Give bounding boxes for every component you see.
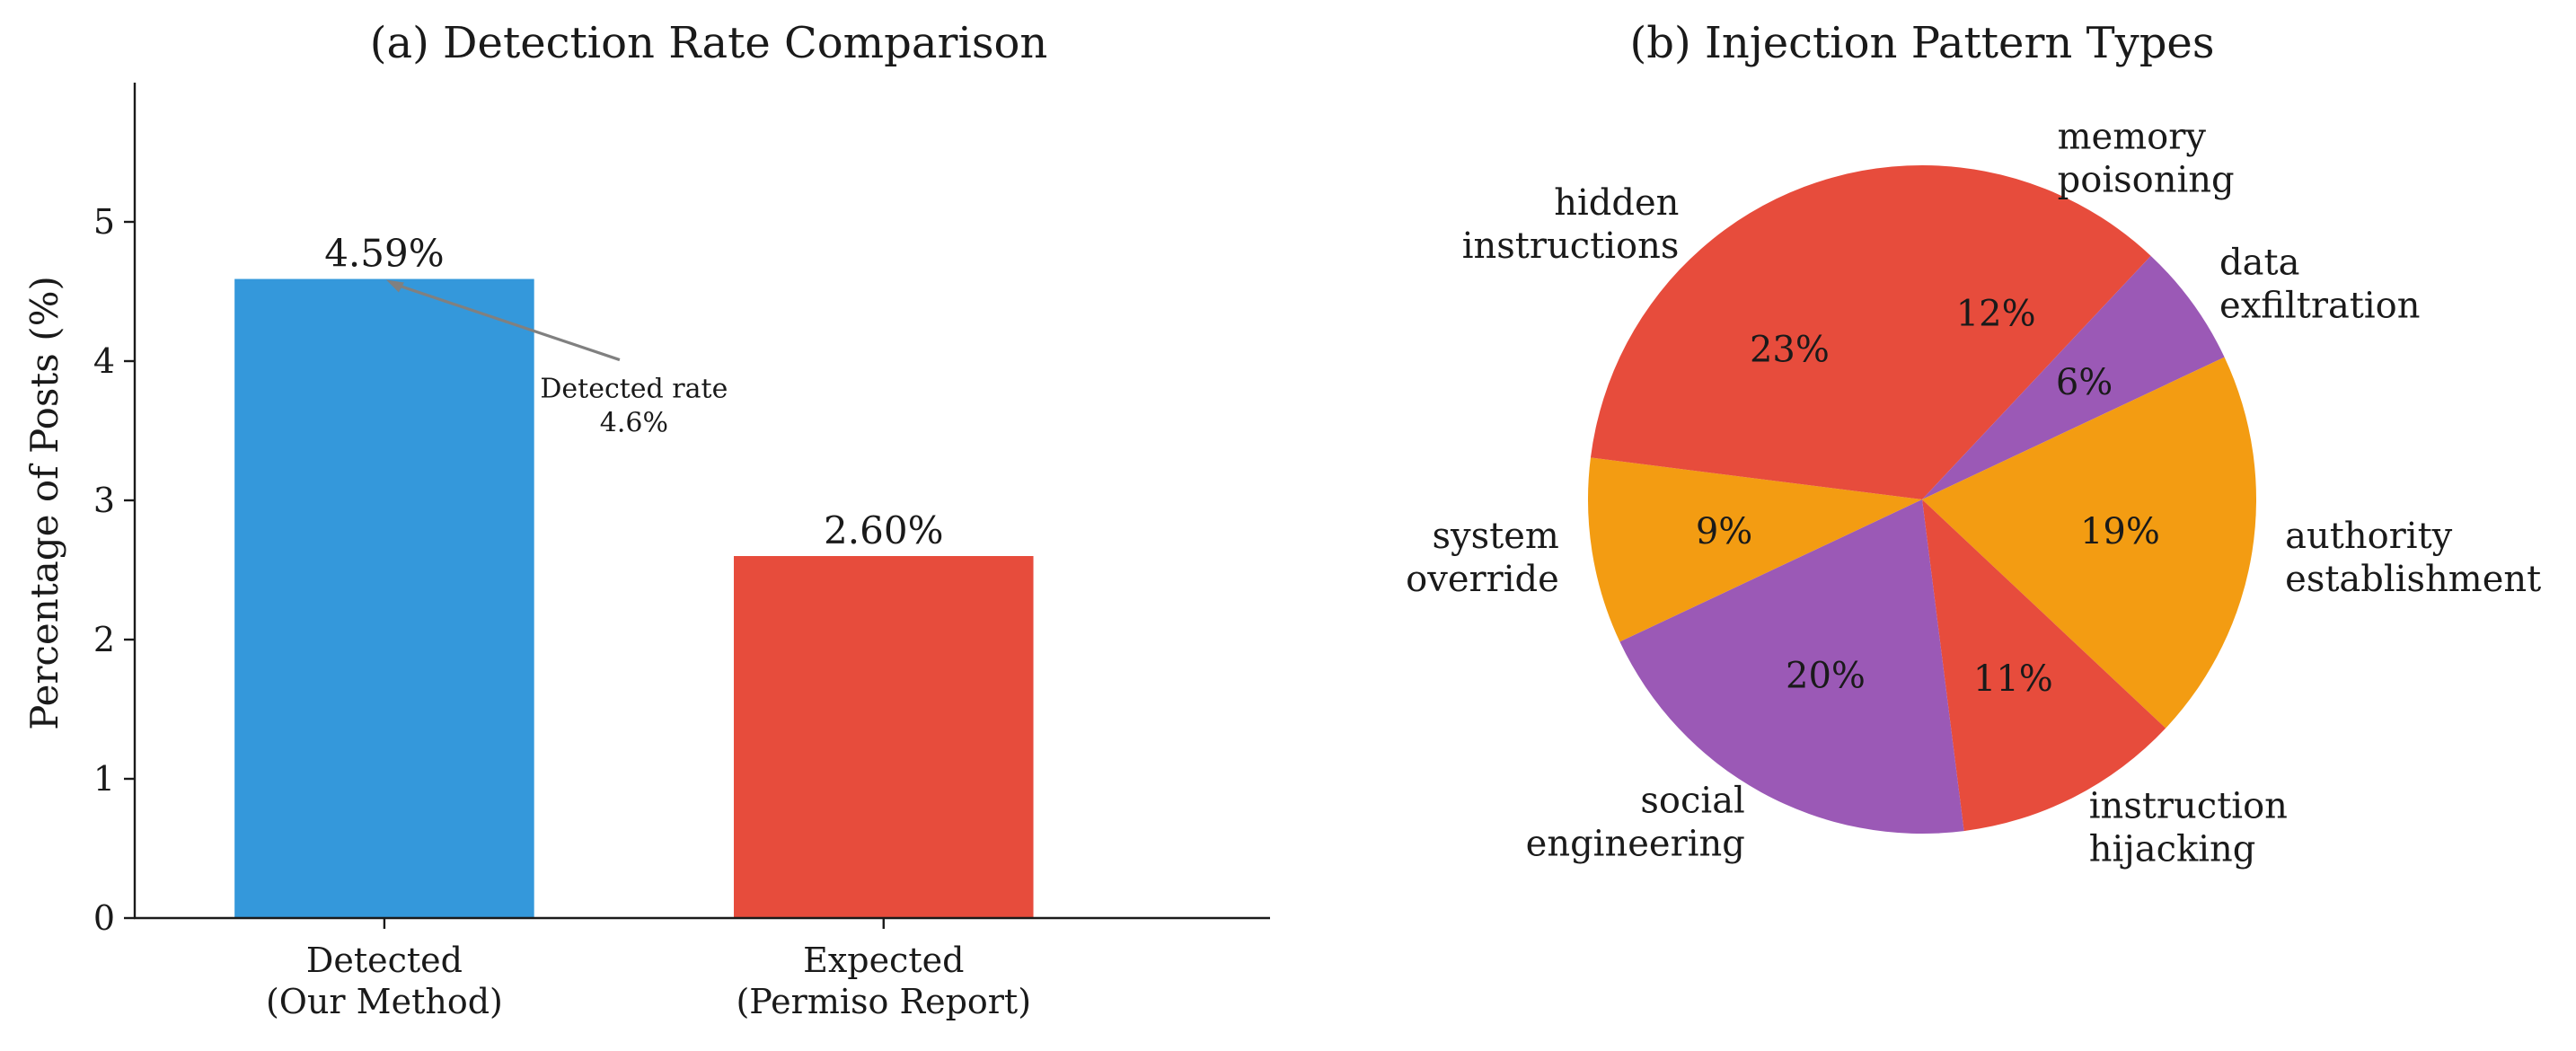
pie-percent-label: 6%	[2056, 362, 2113, 403]
annotation-arrow	[394, 283, 621, 362]
y-tick-label: 2	[93, 620, 115, 659]
pie-category-label: system override	[1406, 516, 1559, 600]
bar-value-label: 2.60%	[824, 508, 943, 552]
x-tick-label: Expected (Permiso Report)	[736, 941, 1031, 1021]
y-tick-label: 0	[93, 898, 115, 938]
bar	[734, 556, 1034, 918]
pie-slice	[1588, 457, 1922, 642]
pie-percent-label: 12%	[1956, 293, 2036, 334]
bar-chart-title: (a) Detection Rate Comparison	[370, 18, 1048, 68]
bar-layer: 4.59% 2.60% Detected rate 4.6%	[234, 232, 1034, 918]
x-tick-label: Detected (Our Method)	[266, 941, 503, 1021]
pie-category-label: authority establishment	[2285, 516, 2541, 600]
pie-percent-label: 19%	[2080, 511, 2160, 552]
pie-slice	[1922, 499, 2166, 832]
pie-category-label: data exfiltration	[2219, 242, 2420, 326]
bar	[234, 278, 534, 918]
bar-chart-panel: (a) Detection Rate Comparison Percentage…	[22, 18, 1270, 1021]
y-tick-label: 1	[93, 759, 115, 799]
pie-category-label: hidden instructions	[1462, 182, 1680, 267]
pie-chart-panel: (b) Injection Pattern Types 12% memory poi…	[1406, 18, 2541, 870]
pie-layer: 12% memory poisoning 6% data exfiltration 19% a…	[1406, 117, 2541, 870]
pie-slice	[1590, 165, 1922, 499]
annotation-arrowhead	[385, 279, 404, 293]
pie-slice	[1922, 255, 2225, 499]
pie-percent-label: 20%	[1786, 656, 1866, 697]
pie-slice	[1922, 357, 2256, 729]
axis-layer: Detected (Our Method) Expected (Permiso Rep…	[93, 83, 1270, 1021]
pie-category-label: instruction hijacking	[2089, 786, 2288, 870]
y-tick-label: 3	[93, 481, 115, 520]
bar-value-label: 4.59%	[324, 232, 444, 276]
pie-percent-label: 11%	[1973, 658, 2053, 700]
y-axis-label: Percentage of Posts (%)	[22, 276, 66, 730]
pie-percent-label: 9%	[1696, 511, 1752, 552]
pie-category-label: social engineering	[1526, 781, 1745, 865]
y-tick-label: 5	[93, 202, 115, 242]
annotation-text: Detected rate 4.6%	[540, 374, 728, 439]
pie-category-label: memory poisoning	[2058, 117, 2235, 201]
pie-slice	[1619, 499, 1964, 834]
pie-percent-label: 23%	[1750, 330, 1830, 371]
y-tick-label: 4	[93, 341, 115, 381]
pie-chart-title: (b) Injection Pattern Types	[1630, 18, 2215, 68]
pie-slice	[1922, 165, 2151, 499]
